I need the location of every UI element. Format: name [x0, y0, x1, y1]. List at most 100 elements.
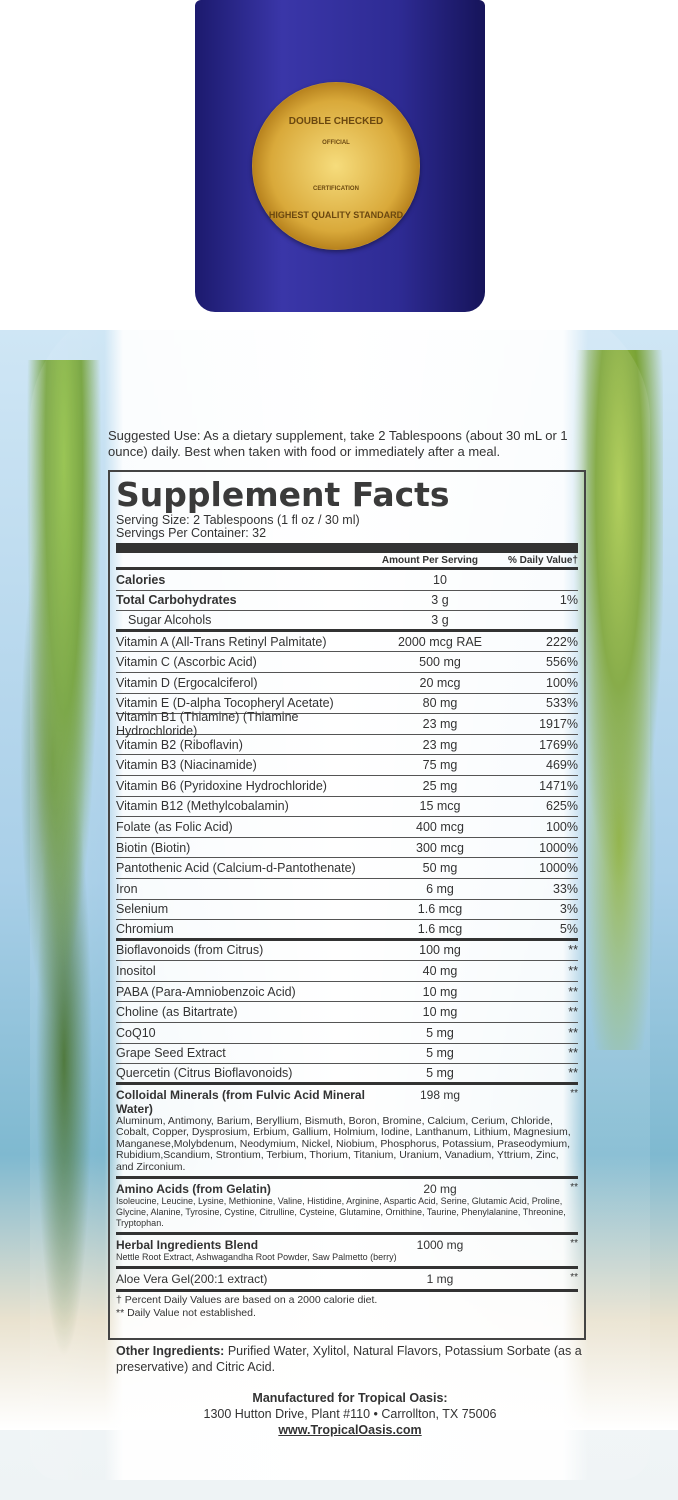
mfg-address: 1300 Hutton Drive, Plant #110 • Carrollt… — [203, 1407, 497, 1421]
nutrient-row: Iron 6 mg 33% — [116, 879, 578, 900]
nutrient-row: Biotin (Biotin) 300 mcg 1000% — [116, 838, 578, 859]
nutrient-name: Calories — [116, 572, 166, 587]
nutrient-dv: ** — [568, 1046, 578, 1061]
amount-header: Amount Per Serving — [381, 554, 478, 566]
nutrient-dv: 469% — [546, 758, 578, 773]
nutrient-row: Vitamin B12 (Methylcobalamin) 15 mcg 625% — [116, 797, 578, 818]
nutrient-row: Vitamin B1 (Thiamine) (Thiamine Hydrochl… — [116, 710, 578, 738]
nutrient-dv: 1000% — [539, 840, 578, 855]
nutrient-name: Total Carbohydrates — [116, 593, 237, 608]
nutrient-name: Colloidal Minerals (from Fulvic Acid Min… — [116, 1087, 365, 1116]
nutrient-name: Choline (as Bitartrate) — [116, 1005, 238, 1020]
website-link[interactable]: www.TropicalOasis.com — [278, 1423, 422, 1437]
nutrient-amount: 80 mg — [422, 696, 458, 711]
nutrient-dv: 1% — [559, 593, 578, 608]
nutrient-row: Inositol 40 mg ** — [116, 961, 578, 982]
nutrient-dv: ** — [570, 1272, 578, 1284]
nutrient-name: CoQ10 — [116, 1025, 156, 1040]
seal-text: OFFICIAL — [322, 140, 350, 146]
nutrient-amount: 6 mg — [426, 881, 454, 896]
nutrient-amount: 3 g — [431, 612, 449, 627]
column-header: Amount Per Serving % Daily Value† — [116, 553, 578, 570]
servings-per-container: Servings Per Container: 32 — [116, 526, 267, 540]
other-ingredients: Other Ingredients: Purified Water, Xylit… — [116, 1343, 596, 1375]
nutrient-name: Vitamin B2 (Riboflavin) — [116, 737, 243, 752]
nutrient-dv: 533% — [546, 696, 578, 711]
bottle-body — [30, 300, 650, 1480]
nutrient-amount: 10 mg — [422, 1005, 458, 1020]
nutrient-amount: 500 mg — [419, 655, 461, 670]
other-label: Other Ingredients: — [116, 1344, 225, 1358]
serving-size: Serving Size: 2 Tablespoons (1 fl oz / 3… — [116, 513, 360, 527]
nutrient-amount: 100 mg — [419, 943, 461, 958]
nutrient-dv: 1471% — [539, 778, 578, 793]
nutrient-dv: 625% — [546, 799, 578, 814]
aloe-vera: Aloe Vera Gel(200:1 extract) 1 mg ** — [116, 1269, 578, 1293]
footnote: † Percent Daily Values are based on a 20… — [116, 1294, 378, 1307]
nutrient-row: Vitamin E (D-alpha Tocopheryl Acetate) 80… — [116, 694, 578, 715]
nutrient-name: Vitamin C (Ascorbic Acid) — [116, 655, 257, 670]
nutrient-dv: 556% — [546, 655, 578, 670]
nutrient-name: Herbal Ingredients Blend — [116, 1238, 259, 1253]
nutrient-amount: 198 mg — [419, 1087, 461, 1102]
nutrient-dv: ** — [570, 1238, 578, 1250]
nutrient-row: Selenium 1.6 mcg 3% — [116, 900, 578, 921]
nutrient-amount: 5 mg — [426, 1066, 454, 1081]
quality-seal: DOUBLE CHECKED OFFICIAL CERTIFICATION HI… — [252, 82, 420, 250]
seal-text: HIGHEST QUALITY STANDARD — [268, 210, 404, 220]
nutrient-name: Vitamin A (All-Trans Retinyl Palmitate) — [116, 634, 327, 649]
nutrient-dv: ** — [568, 943, 578, 958]
nutrient-row: Calories 10 — [116, 570, 578, 591]
nutrient-dv: ** — [568, 1005, 578, 1020]
nutrient-name: Vitamin B1 (Thiamine) (Thiamine Hydrochl… — [116, 709, 299, 738]
nutrient-amount: 40 mg — [422, 964, 458, 979]
herbal-list: Nettle Root Extract, Ashwagandha Root Po… — [116, 1252, 397, 1263]
divider — [116, 543, 578, 553]
nutrient-row: Grape Seed Extract 5 mg ** — [116, 1044, 578, 1065]
nutrient-amount: 15 mcg — [419, 799, 461, 814]
nutrient-name: Grape Seed Extract — [116, 1046, 226, 1061]
nutrient-dv: 100% — [546, 675, 578, 690]
manufacturer: Manufactured for Tropical Oasis: 1300 Hu… — [100, 1390, 600, 1438]
nutrient-row: Sugar Alcohols 3 g — [116, 611, 578, 632]
nutrient-amount: 25 mg — [422, 778, 458, 793]
nutrient-amount: 20 mg — [423, 1182, 457, 1197]
nutrient-dv: 1000% — [539, 861, 578, 876]
nutrient-dv: ** — [568, 964, 578, 979]
nutrient-dv: 33% — [552, 881, 578, 896]
nutrient-row: Chromium 1.6 mcg 5% — [116, 920, 578, 941]
amino-list: Isoleucine, Leucine, Lysine, Methionine,… — [116, 1196, 566, 1229]
dv-header: % Daily Value† — [507, 554, 578, 566]
nutrient-amount: 20 mcg — [419, 675, 461, 690]
nutrient-name: Chromium — [116, 921, 174, 936]
nutrient-amount: 5 mg — [426, 1046, 454, 1061]
nutrient-amount: 2000 mcg RAE — [397, 634, 483, 649]
nutrient-row: CoQ10 5 mg ** — [116, 1023, 578, 1044]
nutrient-dv: 1917% — [539, 716, 578, 731]
nutrient-dv: ** — [568, 1066, 578, 1081]
nutrient-amount: 400 mcg — [416, 819, 464, 834]
nutrient-amount: 23 mg — [422, 737, 458, 752]
nutrient-dv: ** — [570, 1182, 578, 1194]
nutrient-amount: 1.6 mcg — [417, 921, 463, 936]
facts-title: Supplement Facts — [116, 475, 450, 514]
amino-acids: Amino Acids (from Gelatin) 20 mg ** Isoleu… — [116, 1179, 578, 1236]
nutrient-amount: 300 mcg — [416, 840, 464, 855]
seal-text: CERTIFICATION — [313, 186, 359, 192]
nutrient-name: Selenium — [116, 902, 169, 917]
other-text: Purified Water, Xylitol, Natural Flavors… — [116, 1344, 582, 1374]
supplement-facts-panel: Supplement Facts Serving Size: 2 Tablesp… — [108, 470, 586, 1340]
nutrient-dv: ** — [568, 1025, 578, 1040]
nutrient-rows: Calories 10 Total Carbohydrates 3 g 1% Sugar … — [116, 570, 578, 1085]
nutrient-name: Aloe Vera Gel(200:1 extract) — [116, 1272, 268, 1287]
nutrient-row: PABA (Para-Amniobenzoic Acid) 10 mg ** — [116, 982, 578, 1003]
nutrient-name: Inositol — [116, 964, 156, 979]
nutrient-row: Bioflavonoids (from Citrus) 100 mg ** — [116, 941, 578, 962]
nutrient-name: Vitamin B6 (Pyridoxine Hydrochloride) — [116, 778, 327, 793]
nutrient-row: Choline (as Bitartrate) 10 mg ** — [116, 1002, 578, 1024]
nutrient-amount: 3 g — [431, 593, 449, 608]
nutrient-name: Amino Acids (from Gelatin) — [116, 1182, 271, 1197]
nutrient-name: PABA (Para-Amniobenzoic Acid) — [116, 984, 296, 999]
nutrient-amount: 10 — [433, 572, 447, 587]
nutrient-amount: 75 mg — [422, 758, 458, 773]
